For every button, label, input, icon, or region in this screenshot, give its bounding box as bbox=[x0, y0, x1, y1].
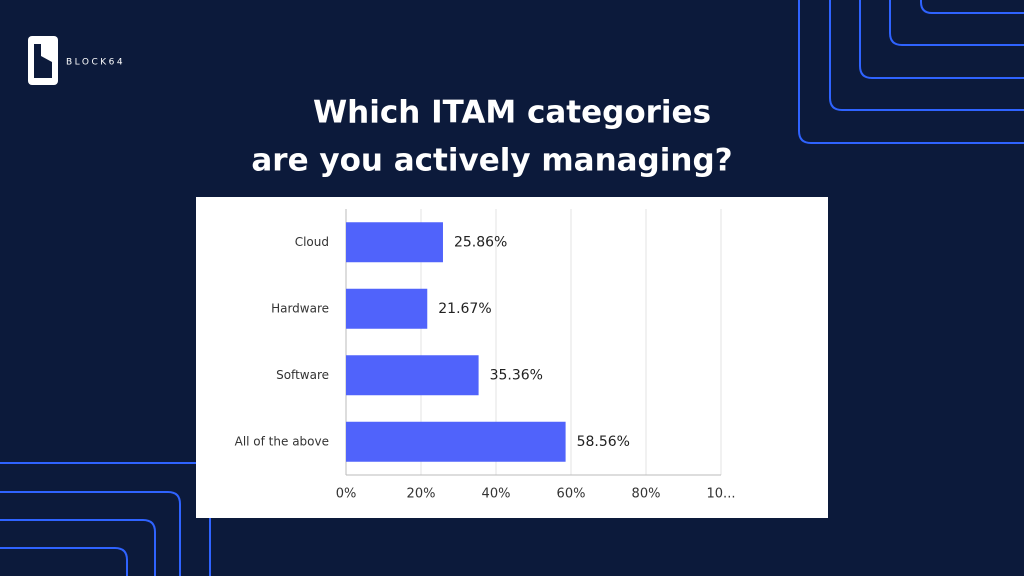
title: are you actively managing? bbox=[251, 143, 732, 179]
deco-line bbox=[920, 0, 1024, 14]
logo-shape bbox=[34, 44, 52, 78]
y-tick-label: Hardware bbox=[271, 301, 329, 315]
chart-panel bbox=[196, 197, 828, 518]
data-label: 58.56% bbox=[577, 434, 630, 450]
x-tick-label: 40% bbox=[482, 487, 511, 502]
deco-line bbox=[859, 0, 1024, 79]
plot: 0% 20% 40% 60% 80% 10... Cloud 25.86% Hardware 21… bbox=[235, 209, 736, 502]
y-tick-label: Cloud bbox=[295, 235, 329, 249]
logo: BLOCK64 bbox=[28, 36, 125, 85]
deco-line bbox=[889, 0, 1024, 46]
deco-line bbox=[0, 491, 181, 576]
bar bbox=[346, 421, 566, 462]
deco-line bbox=[798, 0, 1024, 144]
title: Which ITAM categories bbox=[313, 95, 711, 131]
x-tick-label: 20% bbox=[407, 487, 436, 502]
bar bbox=[346, 288, 428, 329]
data-label: 35.36% bbox=[490, 367, 543, 383]
deco-line bbox=[829, 0, 1024, 111]
deco-line bbox=[0, 547, 128, 576]
brand-name: BLOCK64 bbox=[66, 58, 125, 68]
x-tick-label: 10... bbox=[707, 487, 736, 502]
data-label: 21.67% bbox=[438, 301, 491, 317]
x-tick-label: 0% bbox=[336, 487, 357, 502]
deco-line bbox=[0, 519, 156, 576]
y-tick-label: Software bbox=[276, 368, 329, 382]
data-label: 25.86% bbox=[454, 234, 507, 250]
y-tick-label: All of the above bbox=[235, 434, 329, 448]
x-tick-label: 60% bbox=[557, 487, 586, 502]
bar bbox=[346, 222, 443, 263]
bar bbox=[346, 355, 479, 396]
x-tick-label: 80% bbox=[632, 487, 661, 502]
